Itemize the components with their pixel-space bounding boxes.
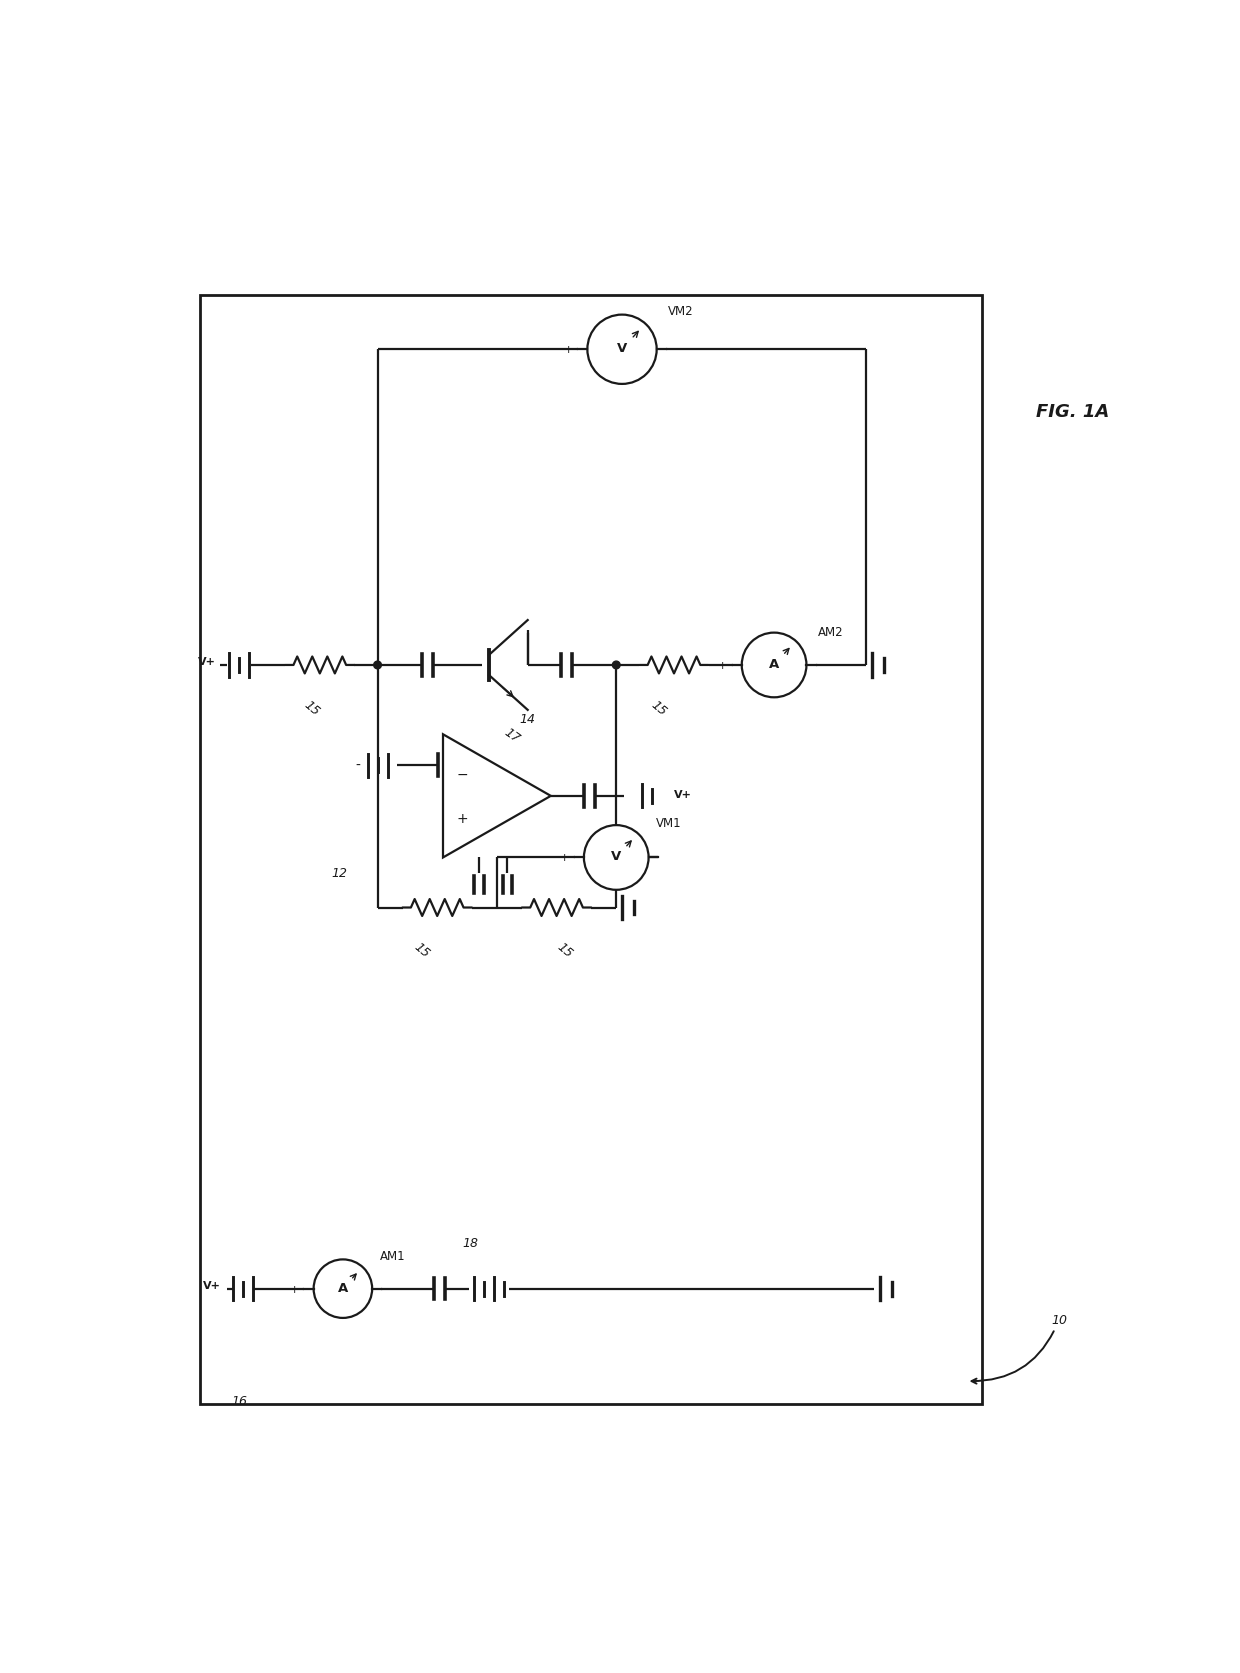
Text: V+: V+ bbox=[675, 790, 692, 800]
Text: V+: V+ bbox=[203, 1280, 221, 1290]
Text: +: + bbox=[456, 811, 467, 826]
Text: 15: 15 bbox=[554, 940, 574, 960]
Text: +: + bbox=[290, 1283, 299, 1293]
Text: V+: V+ bbox=[198, 657, 216, 668]
Text: 17: 17 bbox=[502, 724, 522, 744]
Text: 15: 15 bbox=[412, 940, 432, 960]
Text: 10: 10 bbox=[972, 1313, 1066, 1384]
Text: 18: 18 bbox=[463, 1236, 477, 1250]
Text: +: + bbox=[563, 345, 573, 355]
Text: −: − bbox=[456, 766, 467, 781]
Text: VM2: VM2 bbox=[668, 304, 694, 318]
Text: 15: 15 bbox=[301, 698, 322, 718]
Text: 16: 16 bbox=[231, 1394, 247, 1407]
Circle shape bbox=[742, 634, 806, 698]
Polygon shape bbox=[443, 734, 551, 858]
Text: A: A bbox=[769, 657, 779, 671]
Text: FIG. 1A: FIG. 1A bbox=[1035, 403, 1109, 420]
Text: AM2: AM2 bbox=[818, 626, 843, 637]
Bar bbox=[201, 296, 982, 1404]
Text: AM1: AM1 bbox=[379, 1250, 405, 1263]
Circle shape bbox=[373, 663, 382, 669]
Circle shape bbox=[314, 1260, 372, 1318]
Text: V: V bbox=[616, 341, 627, 355]
Text: 15: 15 bbox=[649, 698, 668, 718]
Text: 14: 14 bbox=[520, 713, 536, 726]
Text: +: + bbox=[560, 853, 569, 863]
Text: -: - bbox=[356, 758, 361, 773]
Text: 12: 12 bbox=[331, 867, 347, 880]
Circle shape bbox=[584, 826, 649, 890]
Circle shape bbox=[588, 316, 657, 385]
Circle shape bbox=[613, 663, 620, 669]
Text: VM1: VM1 bbox=[656, 816, 682, 830]
Text: +: + bbox=[718, 661, 727, 671]
Text: V: V bbox=[611, 850, 621, 863]
Text: A: A bbox=[337, 1282, 348, 1293]
